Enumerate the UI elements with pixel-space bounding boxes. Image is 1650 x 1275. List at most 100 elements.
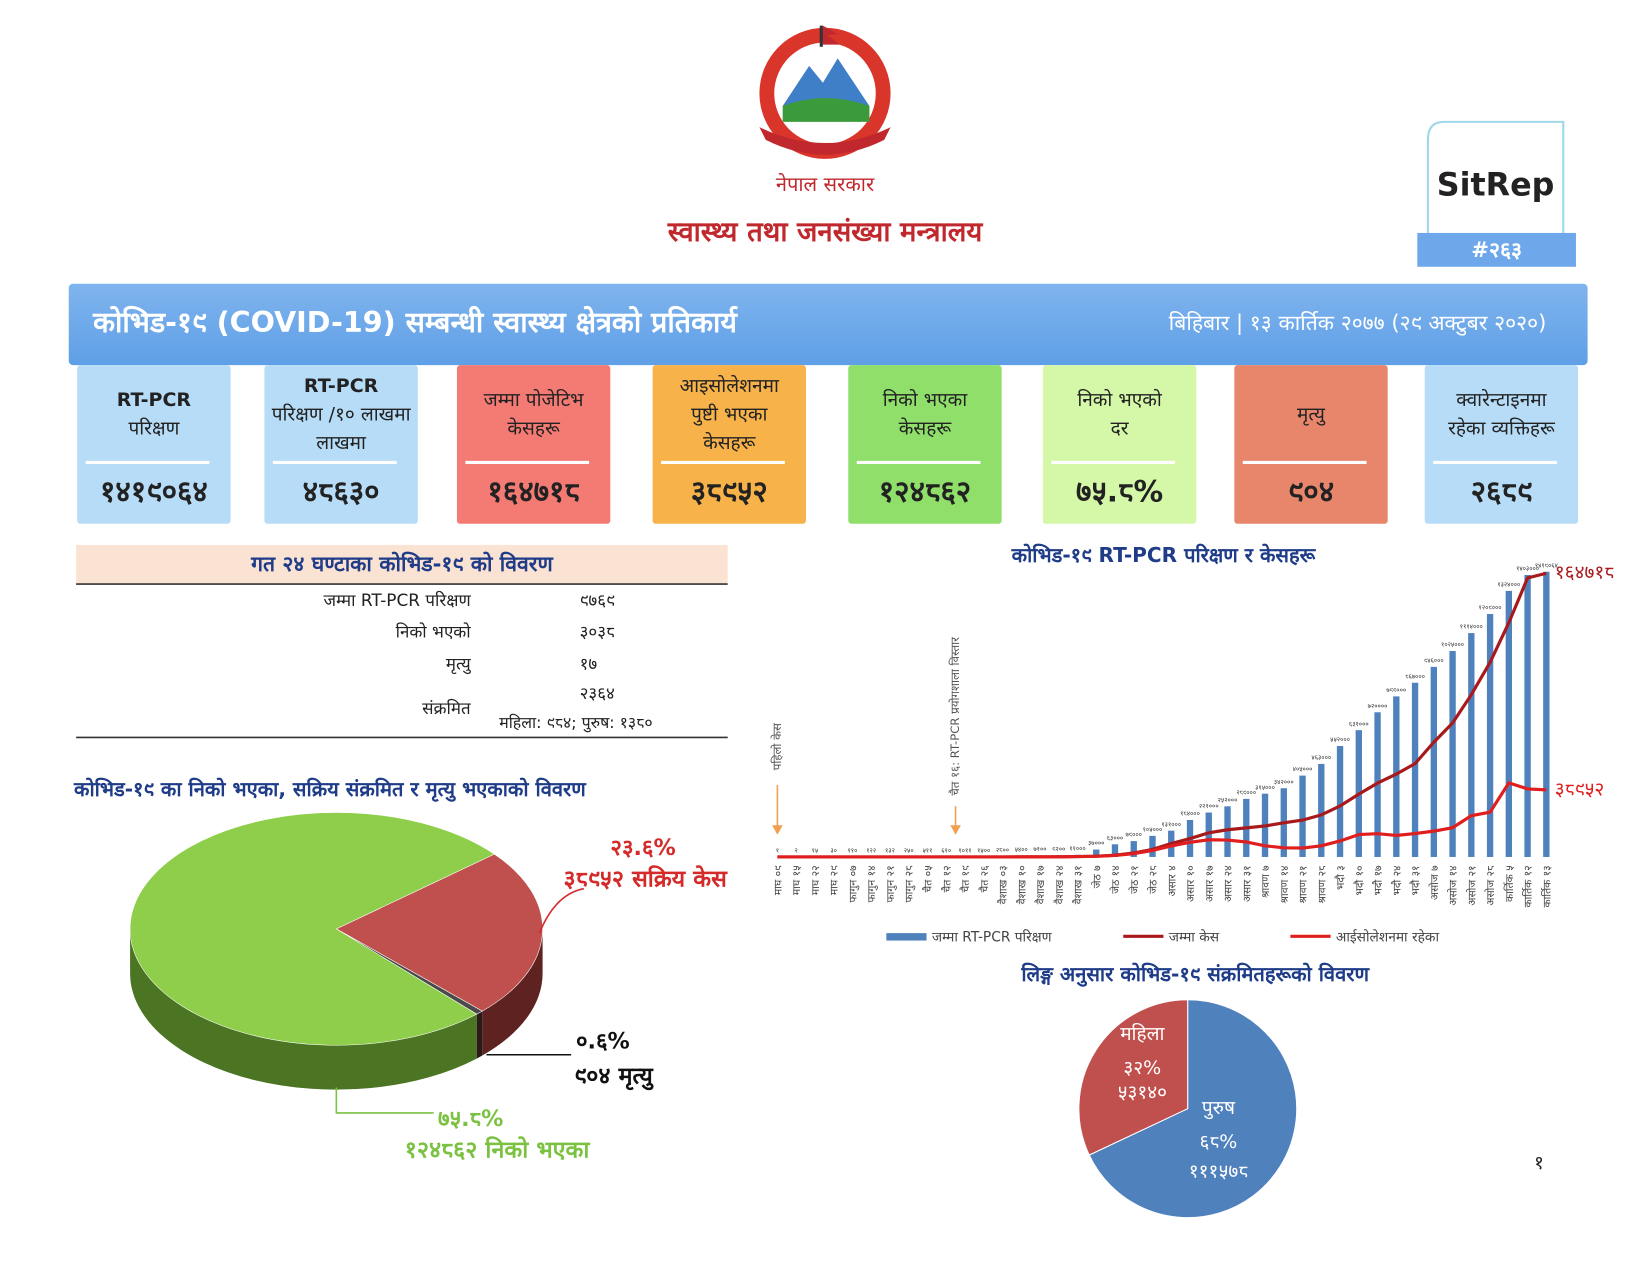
bar [1130, 841, 1137, 857]
sitrep-number-bar [1417, 232, 1576, 267]
legend-label: जम्मा केस [1169, 928, 1220, 945]
stat-card [848, 365, 1002, 524]
bar-value-label: २२१००० [1199, 803, 1219, 810]
sitrep-label: SitRep [1437, 167, 1555, 203]
x-tick-label: फागुन १४ [866, 865, 878, 902]
table-title: गत २४ घण्टाका कोभिड-१९ को विवरण [250, 551, 553, 576]
bar-value-label: ९२०० [1052, 846, 1065, 853]
pie-percent-label: ०.६% [576, 1029, 630, 1055]
x-tick-label: कार्तिक १२ [1522, 865, 1535, 907]
leader-line [335, 1087, 434, 1114]
emblem-hills [782, 98, 870, 122]
emblem-flagpole [819, 25, 823, 47]
bar-value-label: २८९००० [1236, 790, 1256, 797]
legend-swatch [886, 933, 927, 941]
pie-side [130, 928, 477, 1090]
bar-value-label: १२०९००० [1479, 605, 1502, 612]
bar-value-label: २८०० [996, 847, 1009, 854]
card-value: १६४७१८ [487, 475, 579, 509]
pie-percent-label: २३.६% [610, 835, 675, 861]
card-title: निको भएको [1077, 388, 1163, 411]
card-title: लाखमा [316, 432, 367, 454]
ministry-name: स्वास्थ्य तथा जनसंख्या मन्त्रालय [667, 216, 984, 248]
gender-pie: महिला ३२%५३१४० पुरुष ६८% १११५७८ [1078, 999, 1298, 1219]
gender-pie-title: लिङ्ग अनुसार कोभिड-१९ संक्रमितहरूको विवर… [1020, 962, 1370, 987]
outcome-pie: २३.६% ३८९५२ सक्रिय केस ०.६% ९०४ मृत्यु ७५.८%… [129, 812, 728, 1164]
x-tick-label: असोज ७ [1428, 865, 1441, 900]
banner-date: बिहिबार | १३ कार्तिक २०७७ (२९ अक्टुबर २०… [1169, 310, 1547, 336]
row-value: ९७६९ [580, 590, 615, 610]
pie-side [476, 1011, 483, 1059]
bar-value-label: ३७००० [1088, 840, 1104, 847]
annotation: पहिलो केस [770, 722, 784, 770]
bar-value-label: १०११ [958, 847, 971, 854]
card-value: ९०४ [1288, 475, 1334, 509]
x-tick-label: भदौ १० [1353, 865, 1366, 895]
x-tick-label: कार्तिक ५ [1503, 865, 1516, 902]
pie-title: कोभिड-१९ का निको भएका, सक्रिय संक्रमित र… [73, 777, 587, 802]
bar-value-label: १३२ [885, 848, 895, 855]
x-tick-label: जेठ २१ [1128, 865, 1141, 893]
line-end-label: १६४७१८ [1555, 562, 1614, 584]
bar [1224, 806, 1231, 857]
card-title: RT-PCR [304, 375, 379, 397]
pie-slice [1078, 999, 1189, 1156]
pie-slice [335, 853, 543, 1012]
x-tick-label: असार ३१ [1241, 865, 1253, 902]
bar [1505, 590, 1513, 857]
card-title: निको भएका [883, 388, 969, 411]
row-value: २३६४ [580, 683, 615, 703]
bar [1430, 666, 1437, 857]
x-tick-label: माघ २९ [829, 865, 841, 895]
x-tick-label: असोज २८ [1484, 865, 1497, 906]
x-tick-label: फागुन ०७ [847, 865, 859, 903]
x-tick-label: असार ४ [1166, 865, 1178, 896]
row-value: ३०३८ [580, 622, 615, 642]
x-tick-label: वैशाख १० [1015, 865, 1028, 904]
row-label: मृत्यु [446, 653, 472, 674]
bar [1486, 614, 1494, 857]
x-tick-label: असोज १४ [1447, 865, 1460, 905]
bar-value-label: ७२०००० [1368, 703, 1388, 710]
sitrep-number: #२६३ [1471, 237, 1522, 262]
annotation: चैत १६: RT-PCR प्रयोगशाला विस्तार [948, 637, 962, 796]
bar [1524, 575, 1531, 857]
pie-label: ९०४ मृत्यु [574, 1062, 654, 1090]
card-title: मृत्यु [1297, 403, 1326, 426]
x-tick-label: श्रावण २८ [1316, 865, 1328, 904]
bar-value-label: ५११ [923, 848, 933, 855]
bar-value-label: ४६३००० [1311, 755, 1331, 762]
bar-value-label: ७९९००० [1386, 687, 1406, 694]
x-tick-label: चैत १२ [940, 865, 953, 892]
trend-chart: माघ ०९ माघ १५ माघ २२ माघ २९ फागुन ०७ फागुन १४… [770, 562, 1614, 946]
bar-value-label: ४०५००० [1293, 766, 1313, 773]
bar-value-label: १३२४००० [1497, 582, 1520, 589]
banner-title: कोभिड-१९ (COVID-19) सम्बन्धी स्वास्थ्य क… [92, 305, 738, 339]
legend-label: जम्मा RT-PCR परिक्षण [932, 928, 1053, 945]
card-title: परिक्षण [128, 417, 180, 440]
card-title: पुष्टी भएका [691, 402, 768, 426]
card-title: केसहरू [507, 417, 561, 440]
card-value: १२४८६२ [879, 475, 971, 509]
x-tick-label: फागुन २१ [885, 865, 897, 902]
x-tick-label: श्रावण २१ [1298, 865, 1310, 903]
bar [1318, 763, 1325, 857]
bar-value-label: ११० [847, 848, 857, 855]
x-tick-label: असार १० [1185, 865, 1197, 902]
x-tick-label: असार २४ [1223, 865, 1235, 902]
x-tick-label: चैत १९ [959, 865, 972, 893]
bar-value-label: ३४२००० [1274, 779, 1294, 786]
x-tick-label: वैशाख २४ [1053, 865, 1066, 904]
card-title: क्वारेन्टाइनमा [1456, 388, 1547, 411]
x-tick-label: श्रावण १४ [1279, 865, 1291, 903]
x-tick-label: वैशाख ०३ [997, 865, 1010, 904]
pie-percent-label: ७५.८% [438, 1106, 503, 1132]
row-label: संक्रमित [422, 698, 471, 718]
row-value: १७ [580, 653, 598, 673]
pie-count-label: ५३१४० [1118, 1081, 1167, 1103]
bar [1111, 844, 1119, 857]
card-value: ४८६३० [303, 475, 380, 509]
row-label: जम्मा RT-PCR परिक्षण [323, 590, 471, 610]
